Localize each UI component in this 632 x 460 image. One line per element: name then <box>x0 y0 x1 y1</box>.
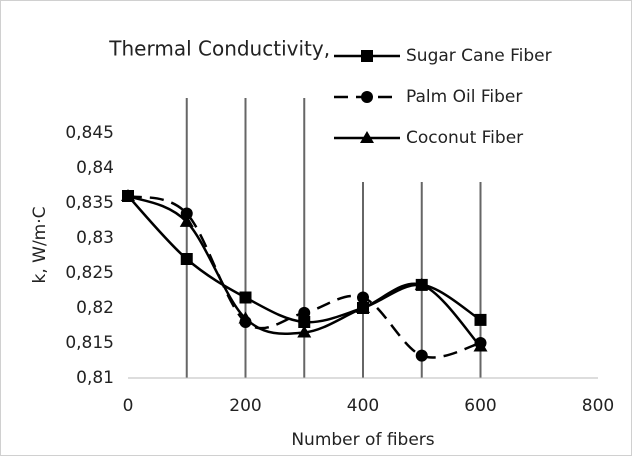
marker <box>298 306 311 319</box>
marker <box>297 325 312 338</box>
x-tick-label: 600 <box>464 396 496 416</box>
y-tick-label: 0,845 <box>65 123 114 143</box>
x-tick-label: 800 <box>582 396 614 416</box>
marker <box>238 311 253 324</box>
marker <box>474 313 487 326</box>
marker <box>121 189 135 201</box>
legend-marker <box>361 91 373 103</box>
x-tick-label: 200 <box>229 396 261 416</box>
legend-marker <box>361 50 373 62</box>
y-tick-label: 0,825 <box>65 263 114 283</box>
marker <box>415 349 428 362</box>
marker <box>473 339 488 352</box>
x-axis-label: Number of fibers <box>291 430 434 450</box>
legend-label: Coconut Fiber <box>406 128 523 148</box>
y-axis-label: k, W/m·C <box>30 206 50 283</box>
y-tick-label: 0,815 <box>65 333 114 353</box>
x-tick-label: 400 <box>347 396 379 416</box>
marker <box>179 214 194 227</box>
x-tick-label: 0 <box>123 396 134 416</box>
legend-label: Sugar Cane Fiber <box>406 46 552 66</box>
legend: Sugar Cane Fiber Palm Oil Fiber Coconut Fi… <box>330 34 602 182</box>
y-tick-label: 0,82 <box>76 298 114 318</box>
marker <box>414 277 429 290</box>
legend-marker <box>360 131 374 143</box>
marker <box>298 316 311 328</box>
legend-label: Palm Oil Fiber <box>406 87 522 107</box>
legend-box <box>330 34 602 182</box>
marker <box>180 253 193 265</box>
y-tick-label: 0,835 <box>65 193 114 213</box>
marker <box>356 301 370 313</box>
y-tick-label: 0,83 <box>76 228 114 248</box>
y-tick-label: 0,81 <box>76 368 114 388</box>
marker <box>180 207 193 220</box>
marker <box>239 291 252 304</box>
y-tick-label: 0,84 <box>76 158 114 178</box>
marker <box>357 291 369 304</box>
